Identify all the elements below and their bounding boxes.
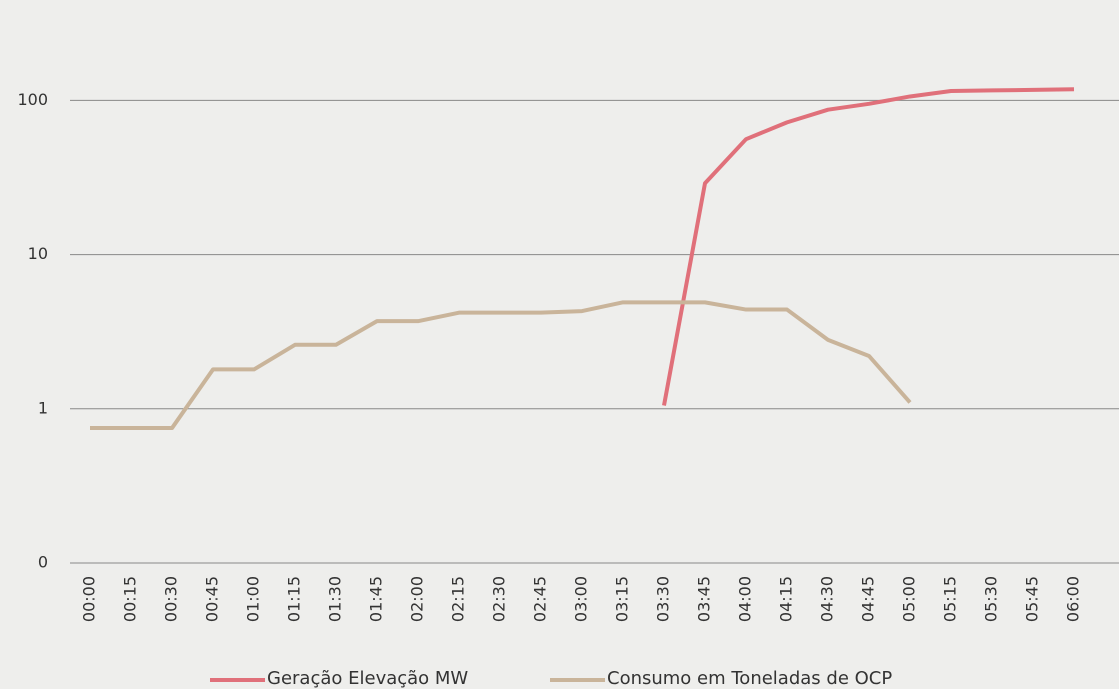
x-tick-label: 02:00	[408, 576, 427, 622]
x-tick-label: 06:00	[1064, 576, 1083, 622]
x-tick-label: 05:30	[982, 576, 1001, 622]
x-tick-label: 04:30	[818, 576, 837, 622]
y-tick-label: 10	[28, 244, 48, 263]
x-tick-label: 00:30	[162, 576, 181, 622]
y-tick-label: 100	[17, 90, 48, 109]
x-tick-label: 04:00	[736, 576, 755, 622]
x-tick-label: 03:00	[572, 576, 591, 622]
x-tick-label: 05:00	[900, 576, 919, 622]
x-tick-label: 04:45	[859, 576, 878, 622]
x-tick-label: 03:30	[654, 576, 673, 622]
x-tick-label: 03:45	[695, 576, 714, 622]
x-tick-label: 05:45	[1023, 576, 1042, 622]
y-tick-label: 0	[38, 553, 48, 572]
x-tick-label: 04:15	[777, 576, 796, 622]
x-tick-label: 01:00	[244, 576, 263, 622]
x-tick-label: 02:45	[531, 576, 550, 622]
legend-label: Geração Elevação MW	[267, 668, 468, 689]
x-tick-label: 02:30	[490, 576, 509, 622]
x-tick-label: 01:30	[326, 576, 345, 622]
x-tick-label: 02:15	[449, 576, 468, 622]
x-tick-label: 05:15	[941, 576, 960, 622]
x-tick-label: 01:15	[285, 576, 304, 622]
x-tick-label: 00:45	[203, 576, 222, 622]
x-tick-label: 00:15	[121, 576, 140, 622]
legend-label: Consumo em Toneladas de OCP	[607, 668, 892, 689]
series-line	[662, 87, 1075, 406]
x-tick-label: 01:45	[367, 576, 386, 622]
series-line	[90, 300, 912, 431]
y-tick-label: 1	[38, 398, 48, 417]
x-tick-label: 00:00	[80, 576, 99, 622]
x-tick-label: 03:15	[613, 576, 632, 622]
